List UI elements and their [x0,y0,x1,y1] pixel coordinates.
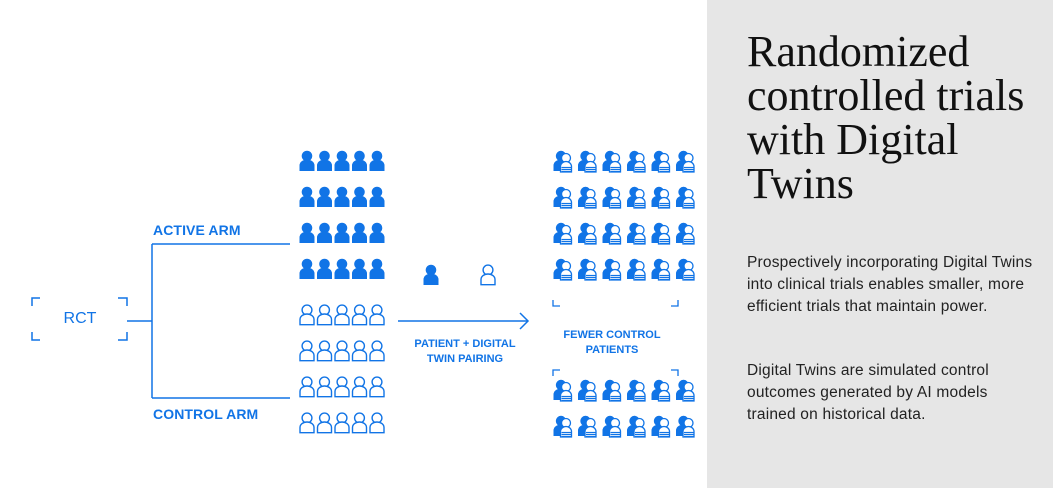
panel-paragraph-1: Prospectively incorporating Digital Twin… [747,254,1033,315]
patient-twin-pair-icon [650,150,671,173]
patient-twin-pair-icon [626,258,646,281]
patient-icon [317,186,332,207]
control-patient-icon [351,412,368,434]
patient-icon [334,258,350,279]
patient-twin-pair-icon [626,222,646,245]
patient-twin-pair-icon [552,150,573,173]
patient-icon [352,150,367,171]
control-patient-icon [351,304,368,326]
control-patient-icon [299,376,315,398]
patient-twin-pair-icon [675,258,695,281]
patient-twin-pair-icon [577,258,597,281]
patient-icon [369,258,385,279]
control-patient-icon [316,340,333,362]
patient-twin-pair-icon [675,150,695,173]
patient-twin-pair-icon [577,415,597,438]
patient-twin-pair-icon [601,379,622,402]
control-patient-icon [334,304,350,326]
patient-twin-pair-icon [675,222,695,245]
control-patient-icon [334,376,350,398]
patient-icon [299,150,315,171]
active-patients-with-twins [552,150,695,281]
control-arm-label: CONTROL ARM [153,406,259,422]
patient-twin-pair-icon [552,222,573,245]
panel-title: Randomized controlled trials with Digita… [747,27,1025,208]
patient-icon [317,222,332,243]
branch-lines [127,243,290,399]
patient-twin-pair-icon [552,379,573,402]
patient-twin-pair-icon [577,186,597,209]
patient-icon [352,222,367,243]
control-patients-with-twins [552,379,695,438]
patient-twin-pair-icon [552,186,573,209]
patient-icon [317,150,332,171]
patient-twin-pair-icon [626,150,646,173]
patient-twin-pair-icon [552,258,573,281]
patient-twin-pair-icon [601,258,622,281]
patient-twin-pair-icon [675,186,695,209]
patient-icon [369,186,385,207]
rct-brackets [31,297,128,341]
control-patient-icon [299,304,315,326]
patient-icon [423,264,439,285]
control-patient-icon [369,412,385,434]
control-patient-icon [334,412,350,434]
control-patient-icon [351,340,368,362]
patient-twin-pair [423,264,496,286]
control-patient-icon [369,340,385,362]
control-patient-icon [316,412,333,434]
patient-twin-pair-icon [675,415,695,438]
patient-twin-pair-icon [650,415,671,438]
patient-twin-pair-icon [601,186,622,209]
patient-twin-pair-icon [650,222,671,245]
active-arm-label: ACTIVE ARM [153,222,241,238]
panel-paragraph-2: Digital Twins are simulated control outc… [747,362,989,423]
patient-icon [369,150,385,171]
control-patient-icon [299,412,315,434]
patient-twin-pair-icon [650,379,671,402]
control-patient-icon [299,340,315,362]
control-patient-icon [369,304,385,326]
patient-icon [369,222,385,243]
patient-icon [334,222,350,243]
patient-twin-pair-icon [577,150,597,173]
side-panel: Randomized controlled trials with Digita… [707,0,1053,488]
rct-diagram: RCT ACTIVE ARM CONTROL ARM PATIENT + DIG… [31,150,695,438]
patient-twin-pair-icon [577,379,597,402]
patient-icon [299,222,315,243]
control-patient-icon [369,376,385,398]
control-patient-icon [334,340,350,362]
patient-twin-pair-icon [675,379,695,402]
diagram-canvas [31,150,695,438]
patient-twin-pair-icon [577,222,597,245]
patient-twin-pair-icon [601,150,622,173]
fewer-control-label: FEWER CONTROL PATIENTS [563,329,661,356]
patient-twin-pair-icon [650,186,671,209]
patient-icon [317,258,332,279]
fewer-control-brackets [552,300,679,376]
patient-icon [334,150,350,171]
patient-twin-pair-icon [650,258,671,281]
patient-twin-pair-icon [626,415,646,438]
rct-label: RCT [63,310,97,327]
patient-icon [299,186,315,207]
patient-twin-pair-icon [601,415,622,438]
control-patient-icon [316,376,333,398]
active-arm-patients [299,150,385,279]
patient-icon [334,186,350,207]
control-patient-icon [351,376,368,398]
patient-icon [352,186,367,207]
patient-twin-pair-icon [626,379,646,402]
patient-icon [299,258,315,279]
pairing-arrow [398,312,530,330]
digital-twin-icon [480,264,496,286]
control-patient-icon [316,304,333,326]
patient-twin-pair-icon [601,222,622,245]
patient-twin-pair-icon [626,186,646,209]
control-arm-patients [299,304,385,434]
patient-icon [352,258,367,279]
pairing-label: PATIENT + DIGITAL TWIN PAIRING [414,338,516,365]
patient-twin-pair-icon [552,415,573,438]
